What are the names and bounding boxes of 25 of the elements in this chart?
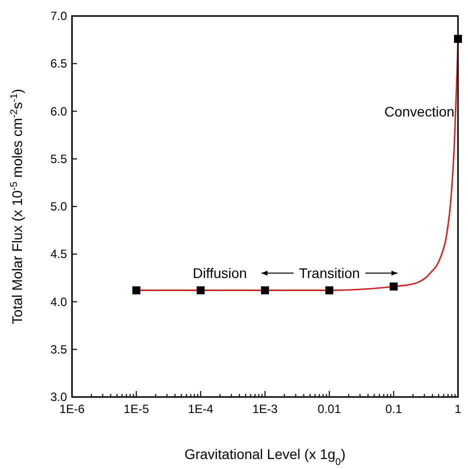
point (390, 282, 398, 291)
y-tick-label: 7.0 (50, 9, 68, 23)
x-tick-label: 1E-4 (188, 402, 214, 416)
x-tick-label: 1E-3 (252, 402, 278, 416)
point (325, 286, 334, 294)
x-axis-title: Gravitational Level (x 1g$_{0}$) (184, 446, 346, 468)
x-tick-label: 1E-5 (124, 402, 150, 416)
y-tick-label: 6.0 (50, 104, 68, 118)
annotation: Diffusion (192, 265, 247, 282)
y-tick-label: 6.5 (50, 56, 68, 71)
x-tick-label: 1 (454, 402, 462, 416)
x-tick-label: 0.01 (318, 402, 342, 416)
y-tick-label: 5.5 (50, 152, 68, 166)
y-tick-label: 4.0 (50, 294, 68, 309)
point (261, 286, 269, 294)
annotation: Convection (384, 103, 454, 120)
x-tick-label: 0.1 (385, 402, 402, 416)
point (132, 286, 140, 294)
y-tick-label: 3.5 (50, 342, 68, 356)
y-tick-label: 3.0 (50, 390, 68, 404)
annotation: Transition (298, 265, 360, 282)
x-tick-label: 1E-6 (59, 402, 85, 416)
y-tick-label: 4.5 (50, 247, 68, 262)
y-tick-label: 5.0 (50, 200, 68, 214)
point (196, 286, 205, 294)
